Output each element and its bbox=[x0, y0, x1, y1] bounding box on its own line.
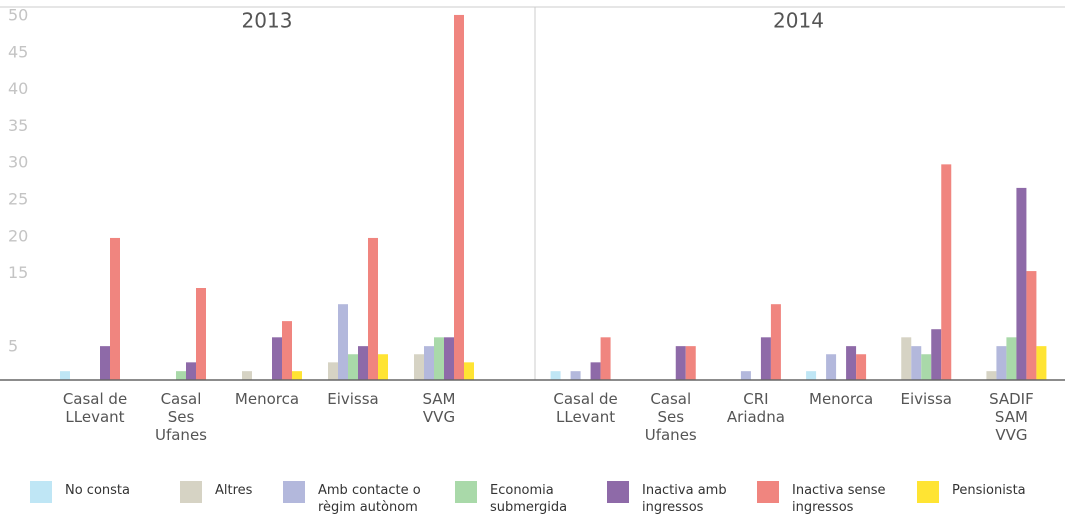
y-tick-label: 45 bbox=[8, 42, 28, 61]
bar bbox=[454, 14, 464, 380]
bar bbox=[444, 337, 454, 380]
legend-label: Amb contacte o règim autònom bbox=[318, 483, 421, 515]
x-tick-label: CRI Ariadna bbox=[726, 390, 785, 426]
bar bbox=[1006, 337, 1017, 380]
legend-swatch bbox=[30, 481, 52, 503]
bar bbox=[600, 337, 611, 380]
legend-swatch bbox=[180, 481, 202, 503]
bar bbox=[856, 354, 867, 380]
bar bbox=[1016, 187, 1027, 380]
legend-swatch bbox=[757, 481, 779, 503]
bar bbox=[931, 329, 942, 380]
bar bbox=[292, 371, 302, 380]
bar bbox=[996, 346, 1007, 380]
bar bbox=[986, 371, 997, 380]
legend-label: Altres bbox=[215, 483, 253, 498]
bar bbox=[806, 371, 817, 380]
bar bbox=[826, 354, 837, 380]
y-tick-label: 25 bbox=[8, 190, 28, 209]
bar bbox=[846, 346, 857, 380]
x-tick-label: SADIF SAM VVG bbox=[989, 390, 1034, 444]
bar bbox=[368, 237, 378, 380]
bar bbox=[464, 362, 474, 380]
bar bbox=[434, 337, 444, 380]
legend-label: Inactiva sense ingressos bbox=[792, 483, 886, 515]
bar bbox=[424, 346, 434, 380]
bar bbox=[328, 362, 338, 380]
y-tick-label: 35 bbox=[8, 116, 28, 135]
bar bbox=[358, 346, 368, 380]
bar bbox=[590, 362, 601, 380]
y-tick-label: 40 bbox=[8, 79, 28, 98]
bar bbox=[282, 321, 292, 380]
bar bbox=[901, 337, 912, 380]
bar bbox=[1026, 271, 1037, 380]
legend-label: Inactiva amb ingressos bbox=[642, 483, 727, 515]
panel-title: 2014 bbox=[773, 9, 824, 33]
bar bbox=[941, 164, 952, 380]
bar bbox=[550, 371, 561, 380]
bar bbox=[100, 346, 110, 380]
y-tick-label: 20 bbox=[8, 226, 28, 245]
y-tick-label: 50 bbox=[8, 6, 28, 25]
y-tick-label: 15 bbox=[8, 263, 28, 282]
y-tick-label: 5 bbox=[8, 337, 18, 356]
x-tick-label: Casal Ses Ufanes bbox=[154, 390, 207, 444]
x-tick-label: Eivissa bbox=[900, 390, 952, 408]
bar bbox=[770, 304, 781, 380]
bar bbox=[242, 371, 252, 380]
x-tick-label: Eivissa bbox=[327, 390, 379, 408]
bar bbox=[1036, 346, 1047, 380]
bar bbox=[348, 354, 358, 380]
bar bbox=[196, 288, 206, 380]
legend-label: No consta bbox=[65, 483, 130, 498]
bar bbox=[60, 371, 70, 380]
bar bbox=[176, 371, 186, 380]
legend-swatch bbox=[607, 481, 629, 503]
bar bbox=[760, 337, 771, 380]
x-tick-label: SAM VVG bbox=[422, 390, 456, 426]
legend-label: Economia submergida bbox=[490, 483, 568, 515]
x-tick-label: Casal de LLevant bbox=[553, 390, 618, 426]
bar bbox=[110, 237, 120, 380]
x-tick-label: Menorca bbox=[234, 390, 300, 408]
legend-label: Pensionista bbox=[952, 483, 1026, 498]
y-tick-label: 30 bbox=[8, 153, 28, 172]
bar bbox=[378, 354, 388, 380]
bar bbox=[911, 346, 922, 380]
bar bbox=[685, 346, 696, 380]
bar bbox=[740, 371, 751, 380]
legend-swatch bbox=[455, 481, 477, 503]
bar bbox=[186, 362, 196, 380]
bar bbox=[414, 354, 424, 380]
legend-swatch bbox=[917, 481, 939, 503]
bar bbox=[338, 304, 348, 380]
panel-title: 2013 bbox=[242, 9, 293, 33]
bar bbox=[675, 346, 686, 380]
bar bbox=[272, 337, 282, 380]
bar bbox=[570, 371, 581, 380]
legend-swatch bbox=[283, 481, 305, 503]
x-tick-label: Casal de LLevant bbox=[62, 390, 128, 426]
x-tick-label: Menorca bbox=[809, 390, 874, 408]
bar bbox=[921, 354, 932, 380]
x-tick-label: Casal Ses Ufanes bbox=[644, 390, 697, 444]
